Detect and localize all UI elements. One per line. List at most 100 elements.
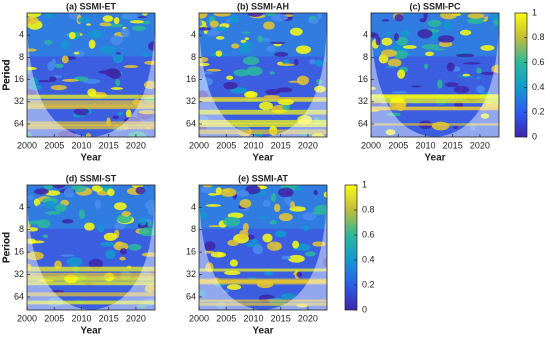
heatmap-blob xyxy=(269,41,286,45)
colorbar-tick-label: 0.2 xyxy=(532,107,545,117)
heatmap-blob xyxy=(252,244,264,255)
heatmap-band xyxy=(27,281,155,286)
heatmap-blob xyxy=(49,289,65,294)
x-tick-label: 2015 xyxy=(443,140,463,150)
heatmap-blob xyxy=(199,90,208,99)
heatmap-blob xyxy=(424,63,429,69)
heatmap-blob xyxy=(246,66,263,76)
heatmap-blob xyxy=(113,202,127,211)
heatmap-blob xyxy=(476,85,485,93)
heatmap-blob xyxy=(288,80,302,83)
heatmap-blob xyxy=(223,81,238,90)
heatmap-blob xyxy=(423,13,428,20)
heatmap-blob xyxy=(245,91,255,98)
heatmap-blob xyxy=(223,216,241,227)
heatmap-blob xyxy=(489,13,499,21)
heatmap-blob xyxy=(476,76,481,80)
y-tick-label: 32 xyxy=(14,269,24,279)
y-tick-label: 64 xyxy=(186,291,196,301)
heatmap-blob xyxy=(313,190,318,196)
heatmap-blob xyxy=(208,225,223,228)
heatmap-blob xyxy=(453,85,470,94)
heatmap-blob xyxy=(467,13,485,19)
heatmap-blob xyxy=(27,194,35,200)
heatmap-blob xyxy=(206,68,221,72)
heatmap-band xyxy=(199,299,327,302)
heatmap-blob xyxy=(27,13,42,18)
heatmap-blob xyxy=(313,204,327,215)
heatmap-blob xyxy=(136,16,147,19)
y-axis-label: Period xyxy=(2,59,13,90)
heatmap-blob xyxy=(73,107,89,116)
heatmap-blob xyxy=(381,19,390,22)
heatmap-blob xyxy=(199,27,212,31)
y-tick-label: 8 xyxy=(191,52,196,62)
heatmap-blob xyxy=(44,39,53,45)
heatmap-blob xyxy=(265,88,281,95)
heatmap-blob xyxy=(267,241,282,251)
y-tick-label: 4 xyxy=(19,30,24,40)
heatmap-blob xyxy=(295,45,312,54)
heatmap-blob xyxy=(27,220,45,225)
y-tick-label: 8 xyxy=(19,52,24,62)
x-tick-label: 2020 xyxy=(126,140,146,150)
colorbar-tick-label: 1 xyxy=(362,179,367,189)
heatmap-band xyxy=(27,104,155,108)
heatmap-blob xyxy=(199,62,210,67)
heatmap-blob xyxy=(125,109,132,118)
heatmap-blob xyxy=(385,129,396,136)
heatmap-blob xyxy=(277,187,294,198)
y-tick-label: 16 xyxy=(186,247,196,257)
heatmap-blob xyxy=(112,115,119,120)
heatmap-blob xyxy=(27,16,39,25)
x-axis-label: Year xyxy=(252,326,273,337)
heatmap-blob xyxy=(266,45,276,52)
heatmap-blob xyxy=(68,13,78,20)
heatmap-blob xyxy=(446,62,455,72)
x-tick-label: 2010 xyxy=(415,140,435,150)
heatmap-blob xyxy=(437,35,455,43)
heatmap-blob xyxy=(77,16,91,24)
heatmap-blob xyxy=(54,203,67,213)
x-tick-label: 2010 xyxy=(71,140,91,150)
heatmap-blob xyxy=(52,185,66,189)
heatmap-blob xyxy=(34,188,49,195)
heatmap-blob xyxy=(438,41,453,48)
heatmap-blob xyxy=(296,75,309,86)
y-tick-label: 16 xyxy=(14,247,24,257)
heatmap-blob xyxy=(209,20,219,28)
heatmap-blob xyxy=(50,84,67,91)
heatmap-band xyxy=(27,292,155,297)
heatmap-blob xyxy=(199,13,208,19)
heatmap-blob xyxy=(245,185,261,195)
heatmap-blob xyxy=(88,39,96,49)
heatmap-band xyxy=(199,96,327,100)
heatmap xyxy=(27,13,155,137)
heatmap-blob xyxy=(100,241,116,247)
heatmap-blob xyxy=(66,256,83,267)
colorbar-tick-label: 0.6 xyxy=(362,229,375,239)
colorbar xyxy=(344,184,358,311)
heatmap-blob xyxy=(44,200,56,210)
heatmap-blob xyxy=(68,31,76,40)
heatmap-blob xyxy=(443,20,452,30)
heatmap-blob xyxy=(229,14,240,24)
heatmap-blob xyxy=(296,271,303,278)
heatmap-blob xyxy=(28,77,39,86)
colorbar-tick-label: 0.8 xyxy=(532,32,545,42)
heatmap-blob xyxy=(304,251,316,257)
heatmap-blob xyxy=(42,234,49,239)
colorbar-tick-label: 0 xyxy=(362,304,367,314)
y-tick-label: 4 xyxy=(191,30,196,40)
colorbar xyxy=(514,12,528,138)
heatmap-blob xyxy=(121,13,139,20)
heatmap-blob xyxy=(208,193,218,196)
x-tick-label: 2005 xyxy=(216,313,236,323)
heatmap-blob xyxy=(242,56,260,66)
heatmap-blob xyxy=(312,241,326,247)
heatmap-blob xyxy=(44,13,53,19)
heatmap-blob xyxy=(292,240,300,249)
heatmap-blob xyxy=(99,185,112,189)
heatmap-blob xyxy=(386,31,391,36)
y-axis-label: Period xyxy=(2,232,13,263)
